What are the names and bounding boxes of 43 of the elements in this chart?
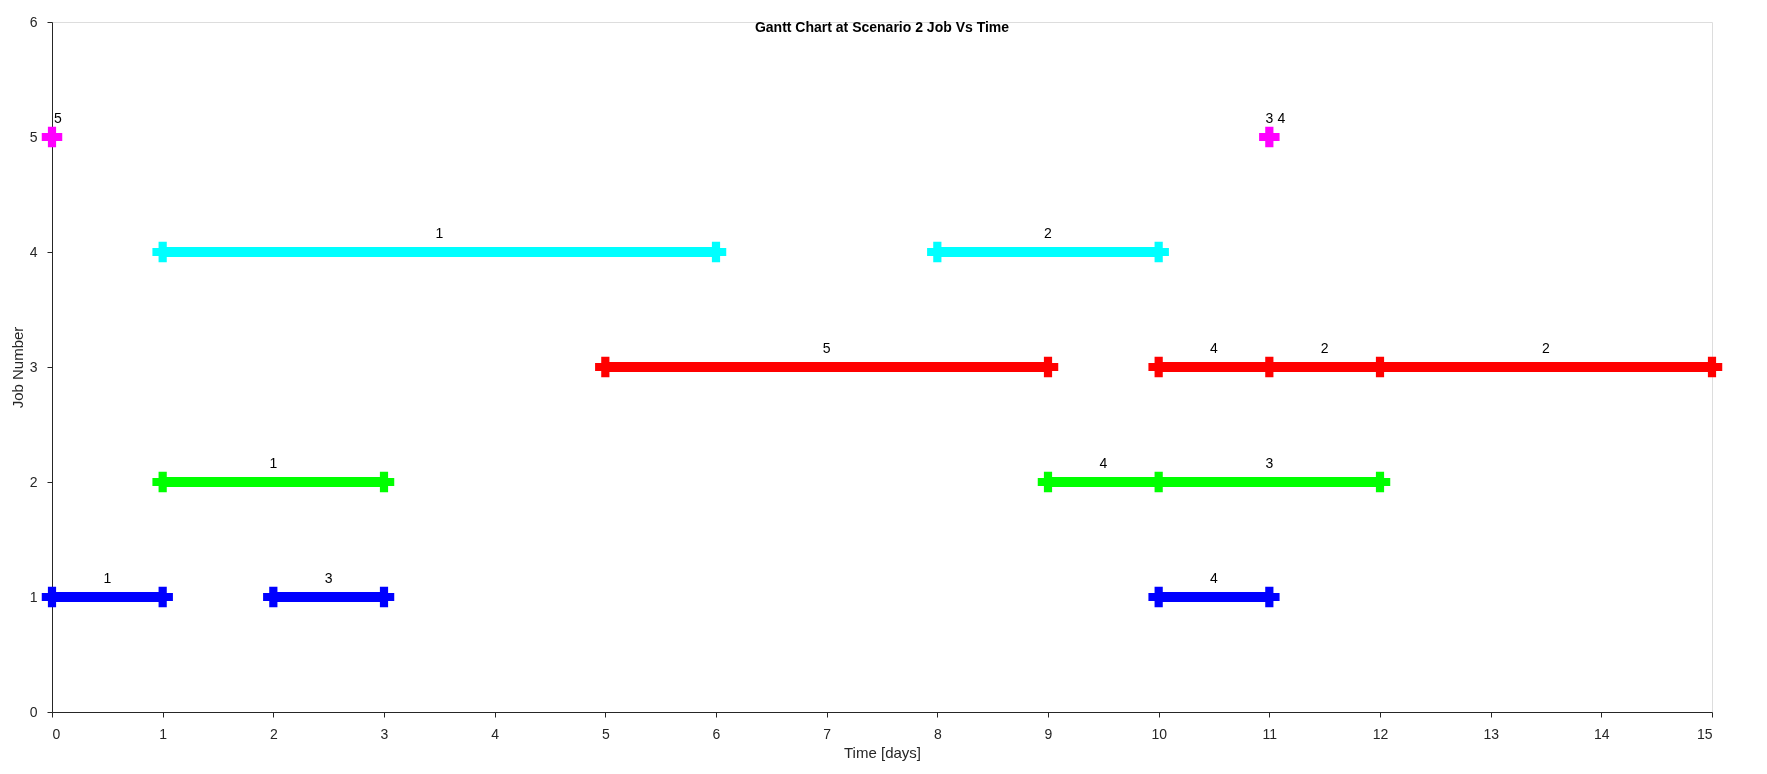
x-tick-label: 10 [1151,725,1168,742]
y-tick-label: 2 [29,473,38,490]
x-tick-label: 13 [1483,725,1500,742]
x-axis-title: Time [days] [844,743,921,761]
x-tick-label: 3 [380,725,389,742]
y-tick-label: 4 [29,243,38,260]
point [41,126,63,148]
x-tick-label: 11 [1262,725,1278,742]
annotation: 2 [1320,340,1329,356]
x-tick-label: 4 [491,725,500,742]
x-tick-label: 8 [933,725,942,742]
x-tick-label: 1 [159,725,168,742]
y-tick-label: 1 [29,588,38,605]
y-tick-label: 0 [29,703,38,720]
annotation: 1 [103,570,112,586]
annotation: 3 [1265,110,1274,126]
y-tick-label: 5 [29,128,38,145]
annotation: 1 [269,455,278,471]
x-tick-label: 2 [269,725,278,742]
x-tick-label: 9 [1044,725,1053,742]
annotation: 3 [324,570,333,586]
chart-title: Gantt Chart at Scenario 2 Job Vs Time [754,19,1010,35]
x-tick-label: 15 [1696,725,1713,742]
annotation: 2 [1542,340,1551,356]
x-tick-label: 7 [823,725,832,742]
annotation: 4 [1099,455,1108,471]
x-tick-label: 5 [601,725,610,742]
annotation: 4 [1210,340,1219,356]
x-tick-label: 12 [1372,725,1389,742]
y-tick-label: 3 [29,358,38,375]
annotation: 4 [1210,570,1219,586]
x-tick-label: 6 [712,725,721,742]
annotation: 2 [1044,225,1053,241]
point [1259,126,1280,148]
y-axis-title: Job Number [8,326,26,409]
y-tick-label: 6 [29,13,38,30]
annotation: 4 [1277,110,1286,126]
x-tick-label: 14 [1594,725,1610,742]
annotation: 5 [822,340,831,356]
x-tick-label: 0 [52,725,61,742]
annotation: 3 [1265,455,1274,471]
annotation: 5 [54,110,63,126]
annotation: 1 [435,225,444,241]
